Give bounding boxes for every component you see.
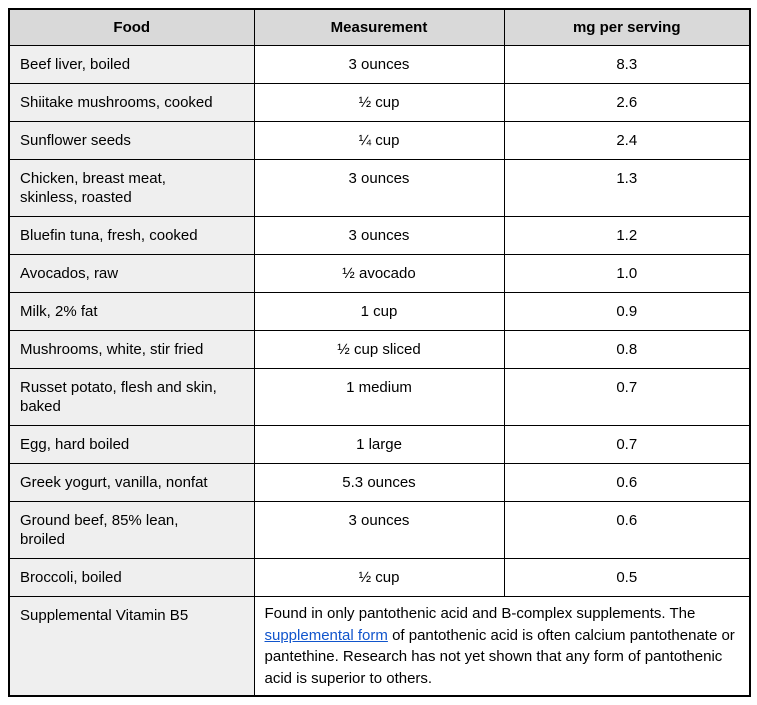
food-cell: Sunflower seeds (8, 121, 255, 160)
food-cell: Bluefin tuna, fresh, cooked (8, 216, 255, 255)
measurement-cell: ½ cup (253, 83, 505, 122)
food-cell: Milk, 2% fat (8, 292, 255, 331)
table-row: Mushrooms, white, stir fried ½ cup slice… (8, 330, 751, 369)
food-cell: Russet potato, flesh and skin, baked (8, 368, 255, 426)
table-row: Bluefin tuna, fresh, cooked 3 ounces 1.2 (8, 216, 751, 255)
measurement-cell: 1 medium (253, 368, 505, 426)
mg-cell: 0.8 (503, 330, 751, 369)
mg-cell: 1.2 (503, 216, 751, 255)
table-row: Ground beef, 85% lean, broiled 3 ounces … (8, 501, 751, 559)
table-row: Chicken, breast meat, skinless, roasted … (8, 159, 751, 217)
measurement-cell: 5.3 ounces (253, 463, 505, 502)
food-cell: Avocados, raw (8, 254, 255, 293)
header-food: Food (8, 8, 255, 46)
table-row: Broccoli, boiled ½ cup 0.5 (8, 558, 751, 597)
measurement-cell: 1 cup (253, 292, 505, 331)
table-row: Beef liver, boiled 3 ounces 8.3 (8, 45, 751, 84)
table-row: Avocados, raw ½ avocado 1.0 (8, 254, 751, 293)
measurement-cell: 3 ounces (253, 216, 505, 255)
mg-cell: 2.4 (503, 121, 751, 160)
mg-cell: 0.6 (503, 463, 751, 502)
mg-cell: 0.7 (503, 425, 751, 464)
food-cell: Egg, hard boiled (8, 425, 255, 464)
table-row: Greek yogurt, vanilla, nonfat 5.3 ounces… (8, 463, 751, 502)
food-cell: Greek yogurt, vanilla, nonfat (8, 463, 255, 502)
vitamin-b5-food-table: Food Measurement mg per serving Beef liv… (8, 8, 751, 697)
food-cell: Broccoli, boiled (8, 558, 255, 597)
table-row: Egg, hard boiled 1 large 0.7 (8, 425, 751, 464)
mg-cell: 1.3 (503, 159, 751, 217)
measurement-cell: 3 ounces (253, 501, 505, 559)
mg-cell: 0.7 (503, 368, 751, 426)
header-measurement: Measurement (253, 8, 505, 46)
table-row: Milk, 2% fat 1 cup 0.9 (8, 292, 751, 331)
measurement-cell: 3 ounces (253, 45, 505, 84)
mg-cell: 0.5 (503, 558, 751, 597)
measurement-cell: ½ cup sliced (253, 330, 505, 369)
food-cell: Beef liver, boiled (8, 45, 255, 84)
mg-cell: 2.6 (503, 83, 751, 122)
supplemental-row: Supplemental Vitamin B5 Found in only pa… (8, 596, 751, 697)
mg-cell: 0.9 (503, 292, 751, 331)
measurement-cell: ½ cup (253, 558, 505, 597)
food-cell: Shiitake mushrooms, cooked (8, 83, 255, 122)
header-mg-per-serving: mg per serving (503, 8, 751, 46)
table-row: Sunflower seeds ¼ cup 2.4 (8, 121, 751, 160)
mg-cell: 8.3 (503, 45, 751, 84)
measurement-cell: 3 ounces (253, 159, 505, 217)
mg-cell: 0.6 (503, 501, 751, 559)
supplemental-note-cell: Found in only pantothenic acid and B-com… (253, 596, 751, 697)
food-cell: Supplemental Vitamin B5 (8, 596, 255, 697)
table-row: Shiitake mushrooms, cooked ½ cup 2.6 (8, 83, 751, 122)
food-cell: Mushrooms, white, stir fried (8, 330, 255, 369)
mg-cell: 1.0 (503, 254, 751, 293)
food-cell: Chicken, breast meat, skinless, roasted (8, 159, 255, 217)
measurement-cell: ¼ cup (253, 121, 505, 160)
note-text-after-link: of pantothenic acid is often calcium pan… (264, 626, 735, 687)
table-row: Russet potato, flesh and skin, baked 1 m… (8, 368, 751, 426)
measurement-cell: ½ avocado (253, 254, 505, 293)
measurement-cell: 1 large (253, 425, 505, 464)
header-row: Food Measurement mg per serving (8, 8, 751, 46)
supplemental-form-link[interactable]: supplemental form (264, 626, 388, 644)
note-text-before-link: Found in only pantothenic acid and B-com… (264, 605, 696, 622)
food-cell: Ground beef, 85% lean, broiled (8, 501, 255, 559)
